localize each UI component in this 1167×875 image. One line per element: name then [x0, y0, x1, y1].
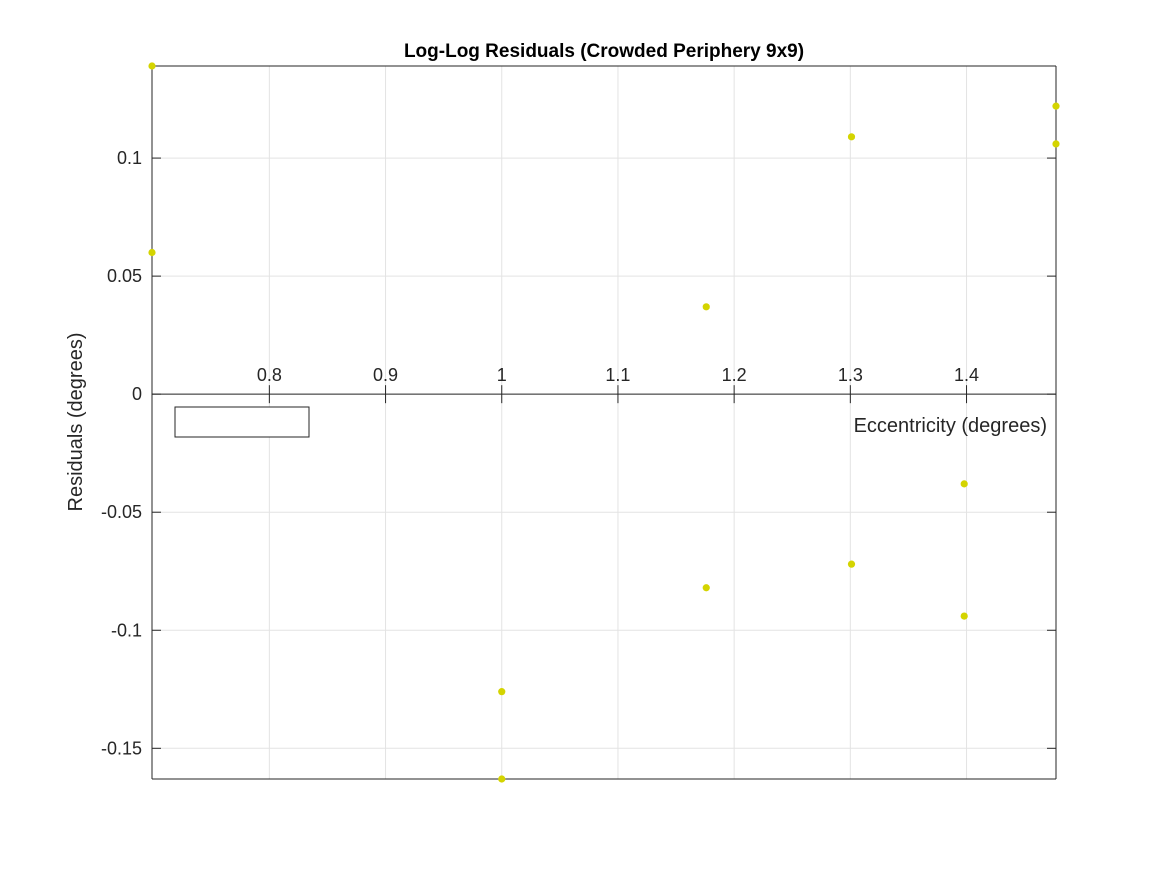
data-points — [148, 62, 1060, 783]
x-tick-label: 0.8 — [257, 365, 282, 385]
x-tick-label: 1.3 — [838, 365, 863, 385]
data-point — [960, 480, 968, 488]
data-point — [847, 133, 856, 141]
chart-title: Log-Log Residuals (Crowded Periphery 9x9… — [404, 41, 804, 62]
y-axis-label: Residuals (degrees) — [65, 333, 87, 512]
x-tick-label: 0.9 — [373, 365, 398, 385]
plot-area: 0.8 0.9 1 1.1 1.2 1.3 1.4 -0.15 -0.1 -0.05 0 0.05 0… — [101, 62, 1060, 783]
y-tick-label: -0.15 — [101, 738, 142, 758]
data-point — [498, 775, 506, 783]
y-tick-label: -0.05 — [101, 502, 142, 522]
y-tick-label: 0.1 — [117, 148, 142, 168]
x-tick-label: 1 — [497, 365, 507, 385]
data-point — [148, 62, 156, 70]
data-point — [847, 560, 856, 568]
y-tick-label: 0.05 — [107, 266, 142, 286]
data-point — [702, 303, 710, 311]
data-point — [960, 612, 968, 620]
y-tick-labels: -0.15 -0.1 -0.05 0 0.05 0.1 — [101, 148, 142, 758]
x-axis-label: Eccentricity (degrees) — [854, 415, 1047, 437]
x-tick-label: 1.1 — [605, 365, 630, 385]
data-point — [702, 584, 710, 592]
data-point — [498, 688, 506, 696]
legend-box[interactable] — [174, 406, 310, 438]
data-point — [1052, 102, 1060, 110]
data-point — [148, 248, 156, 257]
x-tick-label: 1.4 — [954, 365, 979, 385]
y-tick-label: -0.1 — [111, 620, 142, 640]
data-point — [1052, 140, 1060, 148]
y-tick-label: 0 — [132, 384, 142, 404]
x-tick-labels: 0.8 0.9 1 1.1 1.2 1.3 1.4 — [257, 365, 979, 385]
x-tick-label: 1.2 — [722, 365, 747, 385]
axes-layer — [151, 65, 1057, 780]
